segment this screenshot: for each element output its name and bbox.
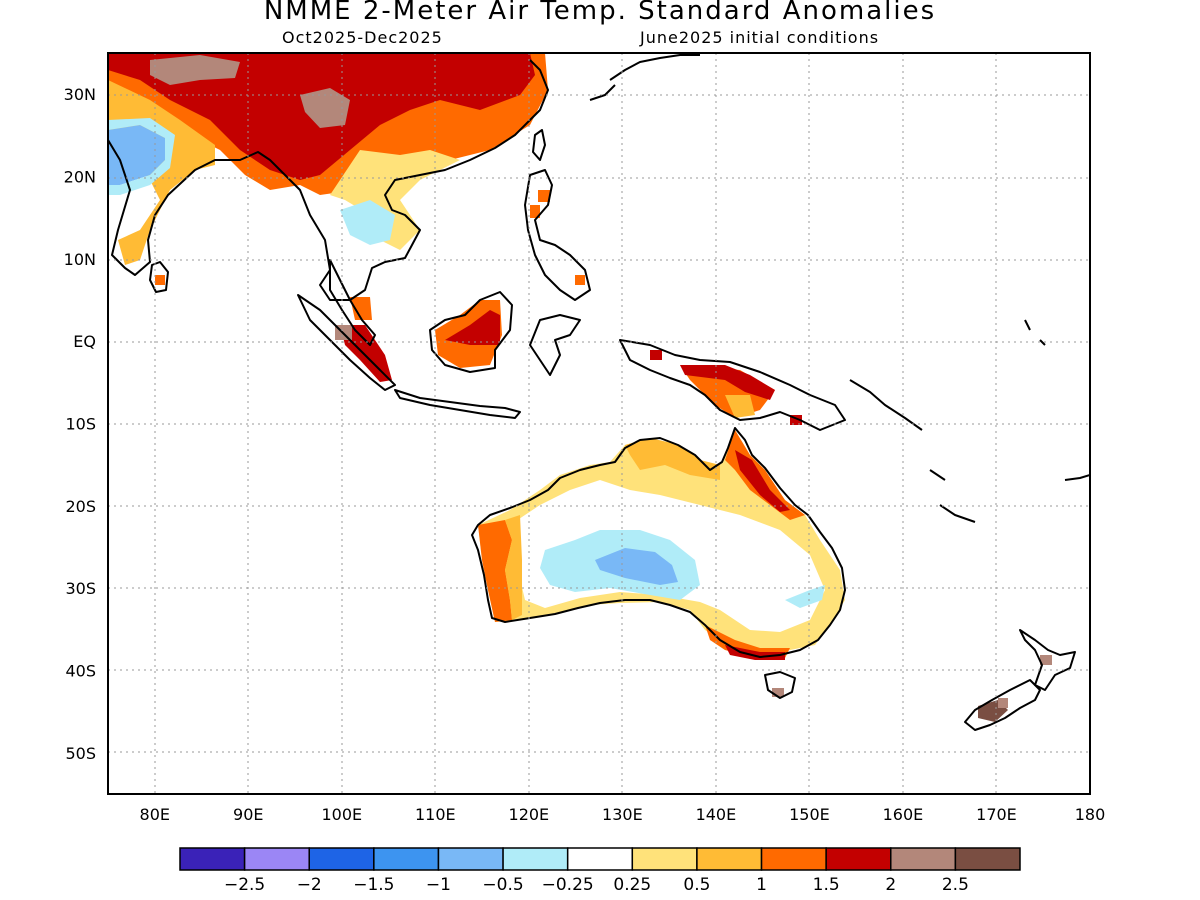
coast-pacific-islands — [1024, 319, 1090, 481]
new-guinea-yellow — [725, 395, 755, 418]
coast-sri-lanka — [149, 261, 169, 293]
china-light-fringe — [330, 150, 460, 250]
coast-sulawesi — [529, 314, 581, 376]
map-plot-area — [108, 53, 1090, 794]
lon-tick-label: 170E — [976, 805, 1017, 824]
coast-asia-mainland — [108, 59, 549, 301]
lon-tick-label: 120E — [509, 805, 550, 824]
coast-nz-north — [1019, 629, 1076, 691]
nz-anomaly-shading — [978, 655, 1052, 722]
coast-new-guinea — [619, 339, 846, 431]
legend-label: 1 — [756, 875, 767, 895]
legend-swatch — [696, 847, 763, 871]
sri-lanka-patch — [155, 275, 165, 285]
lat-tick-label: EQ — [73, 332, 96, 351]
coast-japan — [589, 54, 700, 101]
tibet-brown-patch — [150, 55, 240, 85]
legend-label: 1.5 — [813, 875, 840, 895]
legend-swatch — [631, 847, 698, 871]
legend-label: 2.5 — [942, 875, 969, 895]
coast-taiwan — [532, 129, 546, 161]
philippines-orange — [530, 190, 585, 285]
legend-swatch — [243, 847, 310, 871]
legend-swatch — [760, 847, 827, 871]
legend-swatch — [437, 847, 504, 871]
legend-label: −0.5 — [482, 875, 523, 895]
lon-tick-label: 110E — [415, 805, 456, 824]
asia-anomaly-shading — [108, 53, 548, 285]
gridlines — [108, 53, 1090, 794]
thailand-lightblue-patch — [340, 200, 395, 245]
legend-label: −0.25 — [542, 875, 594, 895]
lon-tick-label: 130E — [602, 805, 643, 824]
legend-swatch — [308, 847, 375, 871]
coast-australia — [471, 427, 846, 658]
legend-label: −2.5 — [224, 875, 265, 895]
tibet-brown-patch-2 — [300, 88, 350, 128]
coast-nz-south — [964, 679, 1041, 731]
lon-tick-label: 100E — [321, 805, 362, 824]
lon-tick-label: 150E — [789, 805, 830, 824]
lon-tick-label: 160E — [883, 805, 924, 824]
coast-philippines — [524, 169, 591, 301]
lat-tick-label: 10N — [64, 250, 96, 269]
lat-tick-label: 30S — [65, 579, 96, 598]
australia-north-yellow — [625, 438, 720, 480]
coast-malay-peninsula — [329, 259, 376, 346]
legend-label: −1 — [426, 875, 451, 895]
latitude-labels: 30N 20N 10N EQ 10S 20S 30S 40S 50S — [64, 85, 96, 763]
map-frame — [107, 52, 1091, 795]
lat-tick-label: 10S — [65, 415, 96, 434]
coast-java — [394, 389, 521, 419]
australia-south-orange — [705, 625, 790, 658]
legend-swatch — [825, 847, 892, 871]
coast-tasmania — [764, 671, 796, 699]
lat-tick-label: 30N — [64, 85, 96, 104]
coast-sumatra — [297, 294, 396, 391]
legend-label: −1.5 — [353, 875, 394, 895]
lon-tick-label: 90E — [233, 805, 263, 824]
legend-swatch — [566, 847, 634, 871]
lat-tick-label: 50S — [65, 744, 96, 763]
lon-tick-label: 80E — [140, 805, 170, 824]
coast-solomon-islands — [849, 379, 976, 523]
chart-title: NMME 2-Meter Air Temp. Standard Anomalie… — [263, 0, 937, 26]
australia-west-orange — [478, 520, 512, 622]
new-guinea-red — [680, 365, 775, 400]
coast-borneo — [429, 291, 513, 373]
legend-label: 0.25 — [613, 875, 651, 895]
australia-blue-core — [595, 548, 678, 585]
australia-anomaly-shading — [478, 430, 845, 697]
sumatra-orange — [350, 297, 372, 320]
legend-label: 0.5 — [683, 875, 710, 895]
legend-label: −2 — [297, 875, 322, 895]
lon-tick-label: 140E — [696, 805, 737, 824]
longitude-labels: 80E 90E 100E 110E 120E 130E 140E 150E 160E 170E 18… — [140, 805, 1106, 824]
australia-west-yellow — [505, 515, 522, 620]
lat-tick-label: 20N — [64, 168, 96, 187]
australia-east-orange — [725, 430, 805, 520]
legend-swatch — [502, 847, 569, 871]
india-blue-patch — [108, 125, 165, 185]
india-lightblue-patch — [108, 118, 175, 195]
legend-swatch — [954, 847, 1021, 871]
nz-south-brown-light — [998, 655, 1052, 708]
legend-swatch — [179, 847, 246, 871]
lat-tick-label: 40S — [65, 662, 96, 681]
coastlines — [108, 54, 1090, 731]
legend-swatch — [890, 847, 957, 871]
borneo-red — [445, 310, 500, 345]
legend-swatch — [373, 847, 440, 871]
australia-lightblue-east — [785, 585, 825, 608]
color-legend: −2.5 −2 −1.5 −1 −0.5 −0.25 0.25 0.5 1 1.5 2 2.5 — [179, 847, 1021, 895]
initial-conditions: June2025 initial conditions — [640, 28, 880, 47]
lat-tick-label: 20S — [65, 497, 96, 516]
forecast-period: Oct2025-Dec2025 — [282, 28, 443, 47]
lon-tick-label: 180 — [1075, 805, 1106, 824]
legend-label: 2 — [885, 875, 896, 895]
australia-east-red — [735, 450, 790, 512]
